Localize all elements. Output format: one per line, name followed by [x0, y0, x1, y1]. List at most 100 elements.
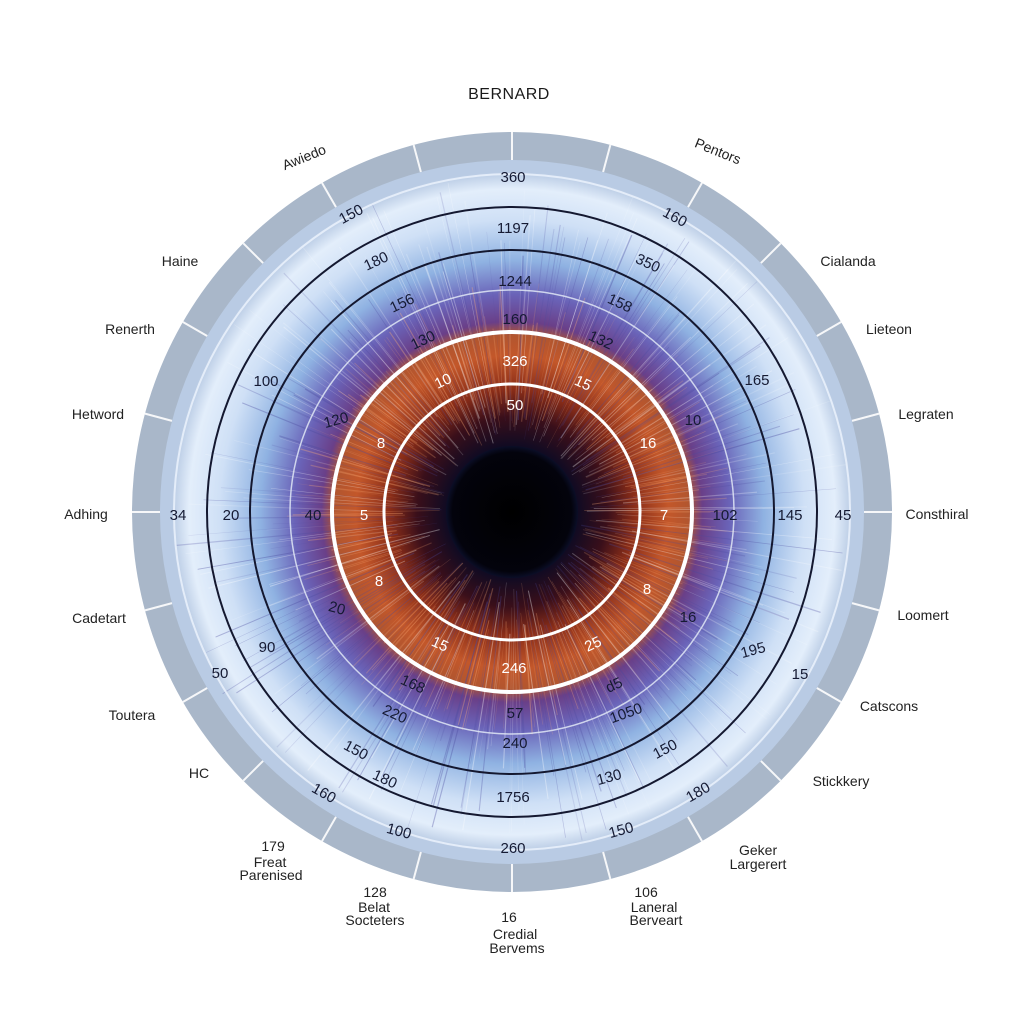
iris-fiber	[381, 585, 478, 778]
bezel-tick	[144, 412, 173, 422]
iris-fiber	[571, 598, 680, 765]
ring-number: 100	[253, 373, 278, 390]
iris-fiber	[352, 580, 440, 668]
iris-fiber	[345, 368, 457, 466]
iris-fiber	[460, 634, 490, 815]
iris-fiber	[544, 238, 609, 419]
iris-fiber	[228, 552, 402, 622]
iris-fiber	[562, 253, 663, 426]
iris-fiber	[629, 552, 785, 614]
iris-fiber	[569, 296, 678, 438]
iris-fiber	[621, 551, 819, 633]
iris-fiber	[566, 250, 641, 396]
iris-fiber	[585, 382, 793, 478]
iris-fiber	[293, 394, 408, 456]
iris-fiber	[371, 203, 464, 401]
iris-fiber	[586, 389, 653, 450]
iris-fiber	[502, 633, 511, 769]
iris-fiber	[631, 530, 842, 571]
iris-fiber	[595, 400, 831, 485]
iris-fiber	[283, 326, 442, 456]
pupil	[446, 446, 578, 578]
iris-fiber	[490, 582, 507, 747]
iris-fiber	[596, 604, 661, 672]
iris-fiber	[406, 607, 480, 832]
iris-fiber	[571, 552, 709, 651]
iris-fiber	[538, 584, 587, 707]
iris-fiber	[632, 547, 795, 593]
iris-fiber	[208, 529, 440, 589]
iris-fiber	[471, 287, 496, 419]
iris-fiber	[328, 281, 438, 418]
ring-number: 15	[792, 666, 809, 683]
iris-fiber	[243, 559, 426, 661]
iris-fiber	[556, 337, 635, 448]
iris-fiber	[547, 240, 599, 398]
iris-fiber	[569, 606, 661, 750]
iris-fiber	[546, 601, 630, 815]
bezel-tick	[816, 321, 842, 337]
iris-fiber	[288, 378, 444, 470]
iris-fiber	[556, 565, 728, 767]
iris-fiber	[581, 414, 794, 488]
iris-fiber	[439, 609, 484, 741]
iris-fiber	[556, 572, 672, 721]
ring-number: 16	[680, 609, 697, 626]
iris-fiber	[271, 444, 445, 494]
iris-fiber	[341, 600, 461, 793]
iris-fiber	[309, 484, 386, 495]
iris-fiber	[279, 520, 425, 541]
iris-fiber	[365, 582, 448, 674]
iris-fiber	[547, 585, 645, 790]
bezel-tick	[760, 760, 782, 782]
iris-fiber	[243, 497, 441, 509]
iris-fiber	[545, 624, 602, 792]
iris-fiber	[297, 483, 413, 501]
iris-fiber	[395, 605, 436, 654]
iris-fiber	[283, 272, 450, 449]
iris-fiber	[520, 325, 535, 422]
iris-fiber	[325, 589, 452, 762]
iris-fiber	[546, 313, 618, 449]
ring-number: 130	[595, 766, 624, 789]
iris-fiber	[296, 564, 437, 664]
iris-fiber	[604, 552, 683, 585]
iris-fiber	[457, 588, 494, 726]
outer-label-toutera: Toutera	[109, 707, 156, 723]
iris-fiber	[578, 336, 691, 446]
iris-fiber	[368, 603, 466, 800]
outer-label-laneral-berveart: 106 Laneral Berveart	[630, 884, 683, 928]
ring-number: 360	[500, 169, 525, 186]
bezel-tick	[182, 321, 208, 337]
iris-fiber	[527, 609, 554, 735]
ring-outer-pale	[173, 173, 851, 851]
iris-fiber	[540, 624, 583, 800]
iris-fiber	[333, 558, 451, 648]
iris-fiber	[557, 621, 632, 797]
iris-fiber	[304, 548, 402, 581]
ring-number: 102	[712, 507, 737, 524]
iris-fiber	[185, 523, 420, 554]
iris-fiber	[333, 534, 411, 548]
iris-fiber	[539, 212, 634, 443]
iris-fiber	[513, 330, 520, 427]
iris-fiber	[578, 560, 732, 675]
iris-fiber	[300, 575, 434, 687]
outer-label-hc: HC	[189, 765, 209, 781]
iris-fiber	[600, 480, 765, 503]
ring-2	[249, 249, 775, 775]
iris-fiber	[478, 596, 502, 812]
iris-fiber	[383, 210, 478, 430]
iris-fiber	[331, 536, 392, 551]
iris-fiber	[516, 590, 526, 768]
iris-fiber	[561, 605, 655, 789]
ring-number: 145	[777, 507, 802, 524]
iris-fiber	[540, 237, 589, 402]
iris-fiber	[320, 338, 455, 460]
iris-fiber	[304, 388, 434, 468]
iris-fiber	[592, 551, 680, 596]
iris-fiber	[603, 389, 796, 474]
iris-fiber	[272, 519, 400, 525]
ring-number: 57	[507, 705, 524, 722]
ring-number: 160	[502, 311, 527, 328]
